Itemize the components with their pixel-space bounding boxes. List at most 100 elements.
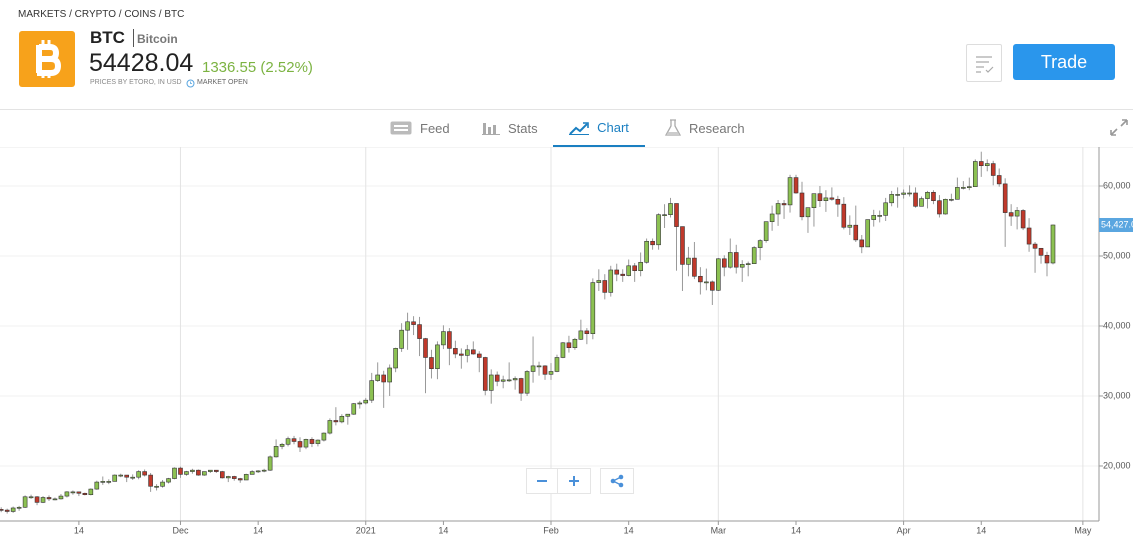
candle-body — [76, 491, 82, 494]
candle-body — [214, 469, 219, 472]
candle-body — [148, 474, 153, 487]
x-tick-label: Dec — [172, 525, 189, 535]
candle-body — [602, 280, 608, 293]
tab-chart[interactable]: Chart — [553, 110, 645, 147]
candle-body — [907, 192, 912, 195]
candle-body — [996, 175, 1002, 185]
candle-body — [686, 257, 691, 265]
x-tick-label: 14 — [438, 525, 448, 535]
candle-body — [208, 469, 213, 472]
candle-body — [106, 481, 112, 483]
candle-body — [190, 469, 195, 472]
candle-body — [978, 161, 984, 166]
candlestick-chart: 20,000 30,000 40,000 50,000 60,000 Dec 2021 Feb… — [0, 147, 1133, 535]
candle-body — [524, 371, 530, 394]
candle-body — [100, 481, 106, 483]
candle-body — [853, 224, 859, 241]
candle-body — [775, 203, 781, 215]
candle-body — [40, 497, 46, 503]
candle-body — [536, 365, 542, 368]
candle-body — [745, 263, 751, 265]
candle-body — [387, 367, 392, 383]
candle-body — [1050, 224, 1056, 264]
zoom-out-button[interactable] — [526, 468, 558, 494]
candle-body — [453, 348, 458, 355]
candle-body — [166, 478, 171, 483]
y-tick-label: 20,000 — [1103, 460, 1131, 470]
candle-body — [943, 198, 948, 215]
candle-body — [285, 438, 291, 445]
zoom-in-button[interactable] — [557, 468, 591, 494]
candle-body — [488, 374, 494, 391]
tab-feed[interactable]: Feed — [390, 110, 450, 146]
coin-logo — [19, 31, 75, 87]
candle-body — [118, 474, 124, 477]
candle-body — [4, 509, 10, 512]
chart-icon — [569, 121, 590, 135]
candle-body — [656, 214, 661, 246]
minus-icon — [537, 480, 547, 482]
candle-body — [1044, 254, 1050, 264]
candle-body — [261, 469, 267, 472]
candle-body — [895, 194, 900, 196]
candle-body — [482, 357, 488, 391]
candle-body — [614, 269, 620, 275]
clock-icon — [186, 79, 195, 88]
candle-body — [58, 495, 64, 500]
candle-body — [512, 378, 518, 381]
tab-stats[interactable]: Stats — [482, 110, 538, 146]
candle-body — [859, 239, 865, 248]
candle-body — [22, 496, 28, 508]
candle-body — [447, 331, 452, 349]
tab-label: Chart — [597, 120, 629, 135]
expand-icon[interactable] — [1110, 119, 1128, 136]
candle-body — [877, 215, 882, 217]
candle-body — [321, 432, 327, 441]
tab-research[interactable]: Research — [665, 110, 745, 146]
candle-body — [309, 439, 315, 444]
bitcoin-icon — [36, 40, 61, 78]
candle-body — [381, 374, 386, 383]
candle-body — [901, 192, 906, 195]
candle-body — [596, 280, 602, 283]
candle-body — [674, 203, 679, 227]
breadcrumb[interactable]: MARKETS / CRYPTO / COINS / BTC — [18, 9, 185, 20]
candle-body — [178, 467, 183, 475]
candle-body — [52, 498, 58, 501]
candle-body — [345, 413, 351, 417]
candle-body — [70, 491, 76, 494]
candle-body — [668, 203, 673, 215]
candle-body — [112, 474, 118, 482]
x-tick-label: Apr — [897, 525, 911, 535]
candle-body — [423, 338, 428, 358]
candle-body — [124, 474, 129, 478]
candle-body — [184, 471, 189, 475]
last-price-badge — [1099, 217, 1133, 232]
candle-body — [590, 282, 596, 334]
candle-body — [357, 402, 363, 405]
candle-body — [727, 252, 733, 268]
candle-body — [542, 365, 548, 375]
trade-button[interactable]: Trade — [1013, 44, 1115, 80]
candle-body — [279, 443, 285, 447]
watchlist-button[interactable] — [966, 44, 1002, 82]
candle-body — [249, 471, 255, 475]
candle-body — [46, 497, 52, 500]
candle-body — [1026, 227, 1032, 245]
share-icon — [610, 474, 624, 488]
candle-body — [967, 186, 972, 188]
y-tick-label: 40,000 — [1103, 320, 1131, 330]
x-tick-label: 14 — [253, 525, 263, 535]
candle-body — [500, 379, 506, 382]
share-button[interactable] — [600, 468, 634, 494]
candle-body — [698, 275, 703, 283]
x-tick-label: Feb — [543, 525, 559, 535]
candle-body — [638, 261, 643, 271]
candle-body — [369, 380, 375, 401]
candle-body — [136, 471, 141, 478]
candle-body — [757, 240, 763, 248]
candle-body — [243, 474, 249, 481]
candle-body — [459, 353, 464, 356]
candle-body — [506, 379, 512, 382]
